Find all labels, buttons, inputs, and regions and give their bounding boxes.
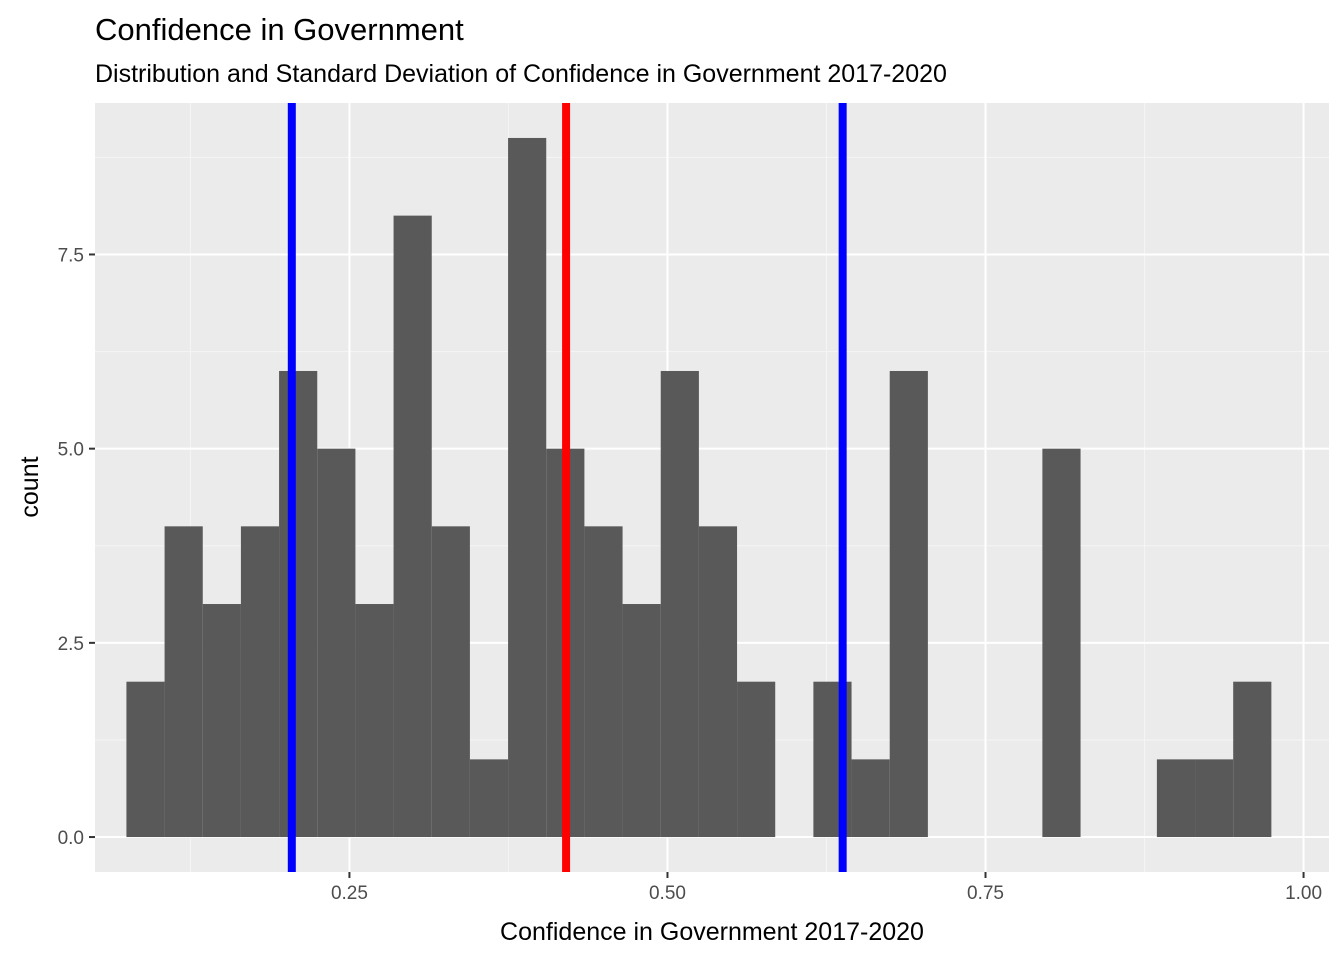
histogram-bar — [698, 526, 738, 838]
x-tick-label: 0.50 — [649, 883, 686, 904]
x-axis: 0.25 0.50 0.75 1.00 — [331, 872, 1322, 904]
histogram-bar — [393, 215, 432, 838]
histogram-bar — [1156, 759, 1196, 838]
histogram-bar — [126, 681, 165, 838]
histogram-bar — [202, 604, 241, 838]
y-axis: 0.0 2.5 5.0 7.5 — [58, 245, 95, 849]
x-tick-label: 0.75 — [967, 883, 1004, 904]
x-axis-title: Confidence in Government 2017-2020 — [500, 918, 924, 946]
x-tick-label: 1.00 — [1285, 883, 1322, 904]
histogram-bar — [889, 370, 928, 838]
histogram-bar — [737, 681, 776, 838]
histogram-bar — [1042, 448, 1081, 838]
x-tick-label: 0.25 — [331, 883, 368, 904]
histogram-bar — [1195, 759, 1234, 838]
reference-lines — [287, 103, 847, 872]
y-tick-label: 2.5 — [58, 634, 84, 655]
y-tick-label: 7.5 — [58, 245, 84, 266]
histogram-bar — [851, 759, 890, 838]
histogram-bar — [622, 604, 661, 838]
histogram-bars — [126, 137, 1272, 838]
histogram-bar — [431, 526, 470, 838]
histogram-bar — [317, 448, 356, 838]
histogram-bar — [355, 604, 394, 838]
histogram-bar — [508, 137, 547, 838]
y-tick-label: 0.0 — [58, 828, 84, 849]
histogram-bar — [660, 370, 699, 838]
histogram-bar — [1233, 681, 1272, 838]
chart-title: Confidence in Government — [95, 12, 464, 47]
histogram-bar — [584, 526, 623, 838]
histogram-bar — [279, 370, 318, 838]
y-axis-title: count — [16, 456, 44, 517]
histogram-bar — [469, 759, 509, 838]
chart-subtitle: Distribution and Standard Deviation of C… — [95, 60, 947, 88]
histogram-bar — [164, 526, 203, 838]
histogram-bar — [240, 526, 280, 838]
y-tick-label: 5.0 — [58, 440, 84, 461]
